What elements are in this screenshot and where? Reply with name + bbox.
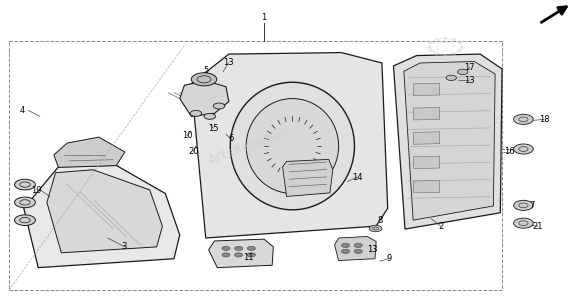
Text: 18: 18 [539,115,549,124]
Polygon shape [54,137,125,167]
Text: 4: 4 [20,106,25,115]
Circle shape [14,215,35,226]
Text: 1: 1 [262,13,267,21]
Text: 13: 13 [464,76,474,85]
Text: 16: 16 [504,148,514,156]
Text: 2: 2 [438,222,444,231]
Text: 8: 8 [377,216,382,225]
Ellipse shape [246,99,339,193]
Circle shape [514,218,533,228]
Circle shape [342,243,350,247]
Circle shape [247,253,255,257]
Circle shape [514,114,533,124]
Circle shape [369,225,382,232]
Text: 13: 13 [223,58,233,67]
Polygon shape [413,108,439,120]
Polygon shape [335,237,376,260]
Circle shape [457,69,468,74]
Text: 19: 19 [31,186,42,195]
Circle shape [204,114,215,119]
Text: 6: 6 [228,134,233,143]
Text: 21: 21 [533,222,543,231]
Circle shape [213,103,225,109]
Text: 3: 3 [121,242,126,252]
Circle shape [190,111,201,117]
Polygon shape [191,53,388,238]
Circle shape [234,253,243,257]
Text: ArtsRepublik: ArtsRepublik [207,125,291,167]
Circle shape [446,75,456,80]
Text: 11: 11 [243,253,253,262]
Text: 9: 9 [386,254,391,263]
Polygon shape [413,83,439,96]
Circle shape [191,73,217,86]
Text: 13: 13 [367,245,378,254]
Polygon shape [208,239,273,268]
Text: 17: 17 [464,63,475,72]
Polygon shape [47,170,163,253]
Polygon shape [179,81,229,117]
Polygon shape [413,132,439,144]
Text: 14: 14 [352,173,362,182]
Circle shape [14,179,35,190]
Circle shape [222,246,230,250]
Polygon shape [413,156,439,169]
Text: 20: 20 [188,148,199,156]
Circle shape [14,197,35,208]
Bar [9,41,502,290]
Text: 7: 7 [529,201,535,210]
Polygon shape [24,165,179,268]
Circle shape [354,249,362,253]
Polygon shape [283,159,333,196]
Circle shape [354,243,362,247]
Polygon shape [413,181,439,193]
Text: 5: 5 [203,66,208,75]
Text: 15: 15 [208,124,218,133]
Polygon shape [404,61,495,220]
Circle shape [222,253,230,257]
Circle shape [514,144,533,154]
Circle shape [342,249,350,253]
Circle shape [234,246,243,250]
Circle shape [514,200,533,210]
Text: 10: 10 [182,131,192,140]
Circle shape [247,246,255,250]
Ellipse shape [230,82,354,210]
Polygon shape [394,54,502,229]
